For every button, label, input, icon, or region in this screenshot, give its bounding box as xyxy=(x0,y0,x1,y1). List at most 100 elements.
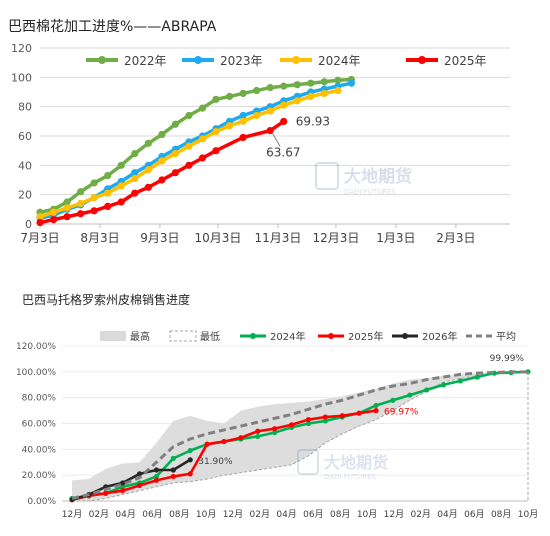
data-point-2024 xyxy=(187,448,193,454)
data-point-2026 xyxy=(153,467,160,473)
data-point-2026 xyxy=(170,467,176,473)
data-point-2023 xyxy=(347,79,355,87)
data-point-2024 xyxy=(170,455,176,461)
y-tick-label: 120 xyxy=(11,42,32,55)
data-point-2024 xyxy=(307,92,315,100)
data-point-2022 xyxy=(307,79,315,87)
data-point-2025 xyxy=(280,117,288,126)
x-tick-label: 08月 xyxy=(330,509,350,520)
y-tick-label: 60.00% xyxy=(22,420,57,430)
x-tick-label: 10月 xyxy=(518,509,538,520)
legend-swatch-max xyxy=(100,331,126,341)
y-tick-label: 0 xyxy=(25,218,32,231)
data-point-2024 xyxy=(117,182,125,190)
y-tick-label: 0.00% xyxy=(27,497,56,507)
data-point-2022 xyxy=(266,84,274,92)
data-point-2025 xyxy=(117,198,125,206)
data-point-2025 xyxy=(238,435,244,441)
watermark-brand-cn: 大地期货 xyxy=(324,453,388,472)
legend-label: 最高 xyxy=(130,330,150,343)
watermark-brand-cn: 大地期货 xyxy=(344,166,412,187)
legend-swatch-min xyxy=(169,330,197,342)
x-tick-label: 9月3日 xyxy=(140,231,179,245)
data-point-2025 xyxy=(104,202,112,210)
data-point-2026 xyxy=(120,480,126,486)
data-point-2025 xyxy=(322,414,328,420)
data-point-2024 xyxy=(255,433,261,440)
data-point-2024 xyxy=(171,150,179,158)
data-point-2025 xyxy=(63,213,71,221)
series-line-平均 xyxy=(71,370,528,500)
data-point-2024 xyxy=(120,484,126,490)
data-point-2025 xyxy=(170,473,176,480)
x-tick-label: 2月3日 xyxy=(436,231,475,245)
data-point-2022 xyxy=(185,111,193,120)
data-point-2025 xyxy=(144,183,152,191)
x-tick-label: 10月 xyxy=(196,509,216,520)
legend-label-2024: 2024年 xyxy=(318,54,361,68)
watermark-emblem xyxy=(315,162,339,190)
data-point-2024 xyxy=(440,382,447,388)
data-point-2022 xyxy=(77,188,85,196)
x-tick-label: 12月 xyxy=(62,509,82,520)
data-point-2022 xyxy=(253,86,261,95)
x-tick-label: 02月 xyxy=(410,509,430,520)
data-label-31.90: 31.90% xyxy=(198,457,233,467)
y-tick-label: 80 xyxy=(18,101,32,114)
y-tick-label: 20 xyxy=(18,189,32,202)
data-point-2022 xyxy=(63,198,71,206)
x-tick-label: 1月3日 xyxy=(376,231,415,245)
watermark-brand-en: DADI FUTURES xyxy=(324,473,377,481)
data-point-2022 xyxy=(131,150,139,158)
data-point-2025 xyxy=(221,438,227,445)
data-point-2024 xyxy=(90,194,98,202)
legend-label: 最低 xyxy=(200,330,220,343)
y-tick-label: 60 xyxy=(18,130,32,143)
data-point-2025 xyxy=(131,189,139,197)
legend-label-2025: 2025年 xyxy=(444,54,487,68)
data-point-2024 xyxy=(49,208,58,216)
legend-label: 2025年 xyxy=(348,330,383,343)
x-tick-label: 02月 xyxy=(89,509,109,520)
data-point-2024 xyxy=(293,97,301,105)
data-point-2025 xyxy=(171,169,179,177)
chart-title: 巴西马托格罗索州皮棉销售进度 xyxy=(22,292,190,307)
watermark-emblem xyxy=(297,449,319,475)
data-point-2025 xyxy=(158,176,166,184)
data-point-2022 xyxy=(104,172,112,180)
y-tick-label: 80.00% xyxy=(22,394,57,404)
data-point-2024 xyxy=(407,392,413,398)
y-tick-label: 100 xyxy=(11,71,32,84)
data-point-2022 xyxy=(158,130,166,139)
data-point-2022 xyxy=(334,76,342,84)
x-tick-label: 12月3日 xyxy=(312,231,359,245)
data-point-2025 xyxy=(77,210,85,218)
chart-title: 巴西棉花加工进度%——ABRAPA xyxy=(8,18,217,35)
data-point-2025 xyxy=(272,426,278,432)
data-point-2025 xyxy=(212,147,220,155)
min-line xyxy=(72,371,529,502)
data-point-2024 xyxy=(322,418,328,424)
data-point-2023 xyxy=(131,169,139,177)
data-point-2025 xyxy=(90,207,98,215)
x-tick-label: 08月 xyxy=(491,509,511,520)
chart-abrapa-processing: 巴西棉花加工进度%——ABRAPA 0 20 40 60 80 100 120 7月3日 8月3日… xyxy=(8,18,510,245)
data-point-2024 xyxy=(36,213,44,221)
data-point-2022 xyxy=(280,82,288,90)
data-point-2025 xyxy=(120,488,126,494)
data-point-2022 xyxy=(198,104,207,112)
data-point-2024 xyxy=(225,122,234,130)
x-tick-label: 06月 xyxy=(142,509,162,520)
legend-marker-2025 xyxy=(328,333,334,339)
data-label-99.99: 99.99% xyxy=(490,354,525,364)
x-tick-label: 06月 xyxy=(464,509,484,520)
x-tick-label: 08月 xyxy=(169,509,189,520)
data-point-2025 xyxy=(305,417,312,423)
data-point-2024 xyxy=(474,374,480,380)
data-point-2025 xyxy=(49,216,58,224)
data-point-2026 xyxy=(187,457,193,463)
legend-marker-2024 xyxy=(250,333,256,339)
x-tick-label: 04月 xyxy=(276,509,296,520)
data-point-2025 xyxy=(198,154,207,162)
